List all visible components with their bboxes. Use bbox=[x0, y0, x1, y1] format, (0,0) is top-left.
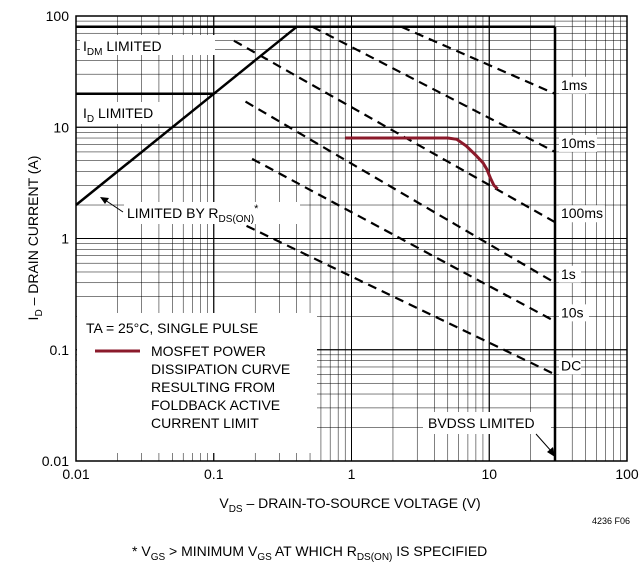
pulse-label-bg bbox=[558, 357, 581, 375]
idm-label-rest: LIMITED bbox=[102, 38, 161, 54]
y-tick-label: 1 bbox=[61, 231, 69, 247]
pulse-label-bg bbox=[558, 134, 597, 152]
x-tick-label: 10 bbox=[481, 466, 497, 482]
x-tick-label: 0.01 bbox=[62, 466, 89, 482]
pulse-label: 1ms bbox=[561, 77, 587, 93]
legend-line-4: FOLDBACK ACTIVE bbox=[151, 397, 280, 413]
idm-label-bg bbox=[80, 35, 215, 55]
footnote-p1: * V bbox=[132, 543, 151, 559]
legend-line-2: DISSIPATION CURVE bbox=[151, 361, 290, 377]
y-axis-label-main: I bbox=[25, 317, 41, 321]
footnote: * VGS > MINIMUM VGS AT WHICH RDS(ON) IS … bbox=[132, 543, 487, 563]
x-axis-label: VDS – DRAIN-TO-SOURCE VOLTAGE (V) bbox=[219, 495, 480, 515]
footnote-s1: GS bbox=[151, 552, 166, 563]
y-axis-label-rest: – DRAIN CURRENT (A) bbox=[25, 156, 41, 310]
y-tick-label: 0.1 bbox=[50, 342, 70, 358]
footnote-s3: DS(ON) bbox=[357, 552, 393, 563]
pulse-labels: 1ms 10ms 100ms 1s 10s DC bbox=[558, 76, 605, 375]
figure-code: 4236 F06 bbox=[592, 516, 630, 526]
legend-line-3: RESULTING FROM bbox=[151, 379, 275, 395]
footnote-p2: > MINIMUM V bbox=[165, 543, 258, 559]
bvdss-arrow-head bbox=[547, 447, 555, 457]
rds-label-main: LIMITED BY R bbox=[127, 205, 219, 221]
grid bbox=[75, 15, 628, 462]
footnote-s2: GS bbox=[257, 552, 272, 563]
rds-limited-label: LIMITED BY RDS(ON)* bbox=[127, 203, 259, 225]
bvdss-limited-label: BVDSS LIMITED bbox=[428, 415, 535, 431]
rds-label-rest: * bbox=[254, 203, 259, 215]
legend-bg bbox=[77, 313, 317, 453]
pulse-label-bg bbox=[558, 76, 589, 94]
legend-title: TA = 25°C, SINGLE PULSE bbox=[86, 320, 258, 336]
id-label-bg bbox=[80, 102, 166, 124]
footnote-p4: IS SPECIFIED bbox=[392, 543, 487, 559]
x-tick-label: 1 bbox=[348, 466, 356, 482]
x-tick-label: 0.1 bbox=[204, 466, 224, 482]
footnote-p3: AT WHICH R bbox=[272, 543, 357, 559]
pulse-label-bg bbox=[558, 304, 589, 322]
y-tick-label: 100 bbox=[46, 8, 70, 24]
idm-label-sub: DM bbox=[87, 47, 103, 58]
plot-frame bbox=[75, 15, 628, 462]
pulse-label-bg bbox=[558, 265, 581, 283]
bvdss-arrow-line bbox=[535, 433, 553, 453]
y-tick-label: 0.01 bbox=[42, 453, 69, 469]
y-axis-label-sub: D bbox=[34, 309, 45, 316]
x-tick-label: 100 bbox=[615, 466, 639, 482]
x-axis-label-sub: DS bbox=[229, 504, 243, 515]
id-label-rest: LIMITED bbox=[94, 105, 153, 121]
pulse-label: 1s bbox=[561, 266, 576, 282]
pulse-lines bbox=[219, 25, 556, 376]
legend-line-5: CURRENT LIMIT bbox=[151, 415, 259, 431]
y-tick-label: 10 bbox=[53, 119, 69, 135]
bvdss-label-bg bbox=[423, 412, 551, 434]
pulse-label: DC bbox=[561, 357, 581, 373]
rds-arrow-head bbox=[100, 197, 109, 204]
pulse-line bbox=[400, 25, 556, 95]
x-axis-label-rest: – DRAIN-TO-SOURCE VOLTAGE (V) bbox=[243, 495, 481, 511]
pulse-label: 10s bbox=[561, 304, 584, 320]
idm-label-main: I bbox=[83, 38, 87, 54]
rds-arrow-line bbox=[104, 199, 124, 213]
pulse-line bbox=[233, 39, 556, 224]
dissipation-curve bbox=[345, 136, 499, 190]
legend-line-1: MOSFET POWER bbox=[151, 343, 266, 359]
pulse-label: 100ms bbox=[561, 205, 603, 221]
x-axis-label-main: V bbox=[219, 495, 229, 511]
pulse-line bbox=[311, 25, 556, 153]
pulse-line bbox=[219, 211, 556, 376]
id-label-sub: D bbox=[87, 114, 94, 125]
rds-label-bg bbox=[124, 202, 300, 224]
pulse-line bbox=[251, 157, 556, 323]
id-limited-label: ID LIMITED bbox=[83, 105, 153, 125]
idm-limited-label: IDM LIMITED bbox=[83, 38, 162, 58]
rds-label-sub: DS(ON) bbox=[219, 214, 255, 225]
pulse-label-bg bbox=[558, 205, 605, 223]
id-label-main: I bbox=[83, 105, 87, 121]
tick-labels: 0.01 0.1 1 10 100 0.01 0.1 1 10 100 bbox=[42, 8, 639, 482]
pulse-label: 10ms bbox=[561, 135, 595, 151]
y-axis-label: ID – DRAIN CURRENT (A) bbox=[25, 156, 45, 321]
boundary-lines bbox=[75, 25, 557, 461]
